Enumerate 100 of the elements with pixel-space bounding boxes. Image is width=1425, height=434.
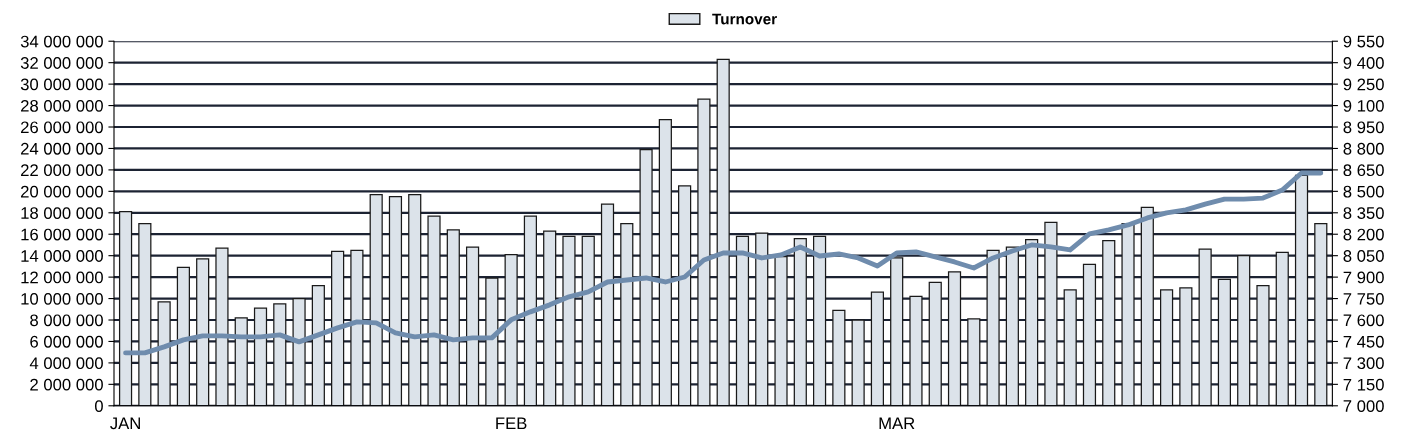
y-tick-label: 16 000 000 bbox=[21, 228, 103, 241]
bar bbox=[678, 185, 692, 406]
bar bbox=[157, 301, 171, 406]
y2-tick-label: 8 800 bbox=[1343, 142, 1384, 155]
y2-tick-label: 9 250 bbox=[1343, 78, 1384, 91]
y-tick-label: 22 000 000 bbox=[21, 164, 103, 177]
x-tick-label: JAN bbox=[110, 417, 140, 430]
y-tick-label: 18 000 000 bbox=[21, 207, 103, 219]
bar bbox=[812, 235, 827, 406]
bar bbox=[1063, 289, 1077, 406]
bar bbox=[639, 148, 653, 406]
bar bbox=[986, 249, 1000, 406]
y-tick-label: 2 000 000 bbox=[30, 378, 103, 391]
bar bbox=[1198, 248, 1212, 406]
bar bbox=[331, 250, 345, 406]
bar bbox=[1025, 238, 1039, 406]
legend-label: Turnover bbox=[712, 13, 777, 25]
bar bbox=[1005, 246, 1019, 406]
bar bbox=[1275, 251, 1289, 406]
y-tick-label: 26 000 000 bbox=[21, 121, 103, 134]
y-tick-label: 14 000 000 bbox=[21, 250, 103, 262]
bar bbox=[369, 193, 383, 406]
bar bbox=[485, 277, 499, 406]
bar bbox=[890, 257, 904, 406]
y2-tick-label: 9 550 bbox=[1343, 35, 1384, 48]
y2-tick-label: 8 650 bbox=[1343, 164, 1384, 177]
y2-tick-label: 9 400 bbox=[1343, 57, 1384, 69]
bar bbox=[716, 58, 730, 406]
y2-tick-label: 7 000 bbox=[1343, 400, 1384, 412]
y2-tick-label: 8 950 bbox=[1343, 121, 1384, 134]
bar bbox=[697, 98, 711, 406]
bar bbox=[118, 211, 133, 406]
bar bbox=[1159, 289, 1174, 406]
bar bbox=[755, 232, 769, 406]
bar bbox=[909, 295, 923, 406]
bar bbox=[793, 237, 807, 406]
bar bbox=[311, 285, 325, 406]
y2-tick-label: 8 500 bbox=[1343, 185, 1384, 198]
y-tick-label: 20 000 000 bbox=[21, 185, 103, 198]
y-tick-label: 12 000 000 bbox=[21, 271, 103, 284]
y2-tick-label: 7 150 bbox=[1343, 378, 1384, 391]
bar bbox=[947, 271, 962, 406]
bar bbox=[870, 291, 885, 406]
y2-tick-label: 7 600 bbox=[1343, 314, 1384, 327]
bar bbox=[1082, 263, 1097, 406]
bar bbox=[851, 319, 865, 406]
bar bbox=[523, 215, 538, 406]
y-tick-label: 6 000 000 bbox=[30, 335, 103, 348]
y2-tick-label: 7 900 bbox=[1343, 271, 1384, 284]
bar bbox=[600, 203, 615, 406]
y-tick-label: 24 000 000 bbox=[21, 142, 103, 155]
bar bbox=[350, 249, 364, 406]
bar bbox=[388, 196, 403, 406]
y-tick-label: 30 000 000 bbox=[20, 78, 103, 91]
bar bbox=[620, 222, 634, 406]
y-tick-label: 34 000 000 bbox=[20, 35, 103, 48]
y2-tick-label: 7 750 bbox=[1343, 292, 1384, 305]
bar bbox=[196, 258, 210, 406]
bar bbox=[408, 193, 422, 406]
y2-tick-label: 9 100 bbox=[1343, 99, 1384, 112]
bar bbox=[292, 297, 306, 406]
y2-tick-label: 7 300 bbox=[1343, 357, 1384, 370]
bar bbox=[562, 235, 576, 406]
y-tick-label: 32 000 000 bbox=[20, 57, 103, 69]
bar bbox=[967, 318, 981, 406]
line-series bbox=[123, 170, 1324, 356]
y-tick-label: 28 000 000 bbox=[21, 99, 103, 112]
bar bbox=[1217, 278, 1232, 406]
y-tick-label: 4 000 000 bbox=[29, 357, 103, 370]
bar bbox=[273, 303, 287, 406]
bar bbox=[658, 118, 672, 406]
x-tick-label: FEB bbox=[496, 417, 527, 429]
bar bbox=[543, 230, 557, 406]
y-tick-label: 10 000 000 bbox=[21, 292, 103, 305]
bar bbox=[1256, 285, 1270, 406]
y-tick-label: 8 000 000 bbox=[30, 314, 103, 327]
bar bbox=[1121, 222, 1135, 406]
bar bbox=[176, 266, 191, 406]
bar bbox=[1237, 255, 1251, 406]
bar bbox=[1044, 221, 1058, 406]
bar bbox=[1179, 287, 1193, 406]
bar bbox=[1102, 240, 1116, 406]
bar bbox=[446, 229, 460, 406]
x-tick-label: MAR bbox=[879, 417, 915, 429]
y2-tick-label: 8 350 bbox=[1343, 207, 1384, 219]
bar bbox=[427, 215, 441, 406]
bar bbox=[1294, 174, 1309, 406]
bar bbox=[465, 246, 480, 406]
bar bbox=[928, 281, 942, 406]
y-tick-label: 0 bbox=[94, 400, 103, 412]
y2-tick-label: 7 450 bbox=[1343, 335, 1384, 348]
bar bbox=[832, 309, 846, 406]
bar bbox=[234, 317, 248, 406]
bar bbox=[735, 235, 750, 406]
bar bbox=[215, 247, 229, 406]
bar bbox=[581, 235, 595, 406]
bar bbox=[1140, 206, 1154, 406]
bar bbox=[774, 256, 788, 406]
bar bbox=[253, 307, 268, 406]
bar bbox=[138, 222, 152, 406]
